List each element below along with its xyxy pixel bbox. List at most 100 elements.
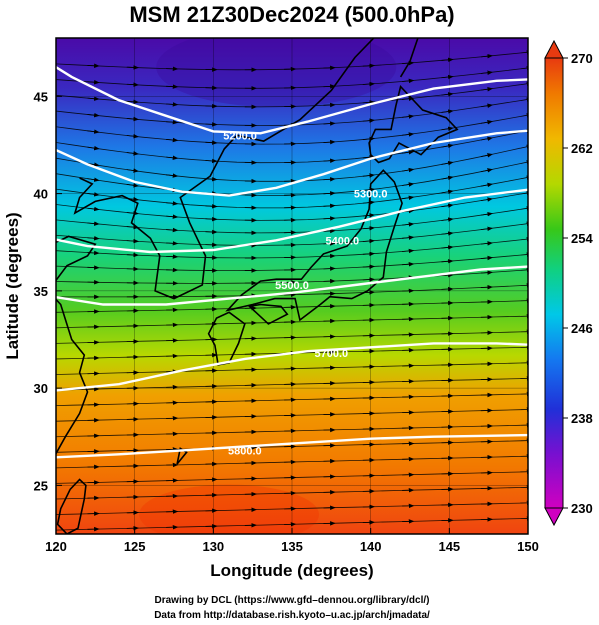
streamline-arrow — [441, 203, 454, 208]
streamline — [56, 193, 521, 221]
footer-credit-dcl: Drawing by DCL (https://www.gfd–dennou.o… — [154, 595, 429, 606]
contour-label: 5300.0 — [354, 189, 388, 201]
colorbar-extend-bottom — [544, 507, 564, 527]
streamline — [56, 331, 521, 344]
contour-label: 5700.0 — [315, 348, 349, 360]
contour-line — [56, 433, 528, 459]
colorbar-tick-label: 254 — [571, 231, 593, 246]
colorbar-extend-top — [544, 39, 564, 59]
streamline-arrow — [441, 160, 454, 166]
streamline — [56, 378, 521, 391]
streamline-arrow — [480, 87, 494, 92]
streamline-arrow — [441, 126, 454, 131]
streamline — [56, 209, 521, 234]
streamline-arrow — [402, 262, 415, 267]
streamline-arrow — [441, 109, 454, 114]
colorbar-ticks: 230 238 246 254 262 270 — [563, 51, 593, 516]
streamline-arrow — [441, 189, 454, 195]
x-axis-ticks: 120 125 130 135 140 145 150 — [45, 528, 539, 554]
streamline-arrow — [441, 231, 454, 236]
streamline — [56, 224, 521, 246]
streamline-arrow — [480, 241, 494, 246]
contours: 5200.0 5300.0 5400.0 5500.0 5700.0 5800.0 — [56, 65, 528, 459]
colorbar-tick-label: 246 — [571, 321, 593, 336]
streamline-arrow — [87, 192, 100, 197]
coastline-taiwan — [56, 478, 87, 534]
contour-label: 5800.0 — [228, 445, 262, 457]
streamline-arrow — [126, 151, 140, 156]
y-axis-label: Latitude (degrees) — [3, 212, 22, 359]
streamline-arrow — [362, 225, 376, 231]
coastline-china-east — [56, 193, 97, 456]
streamline-arrow — [441, 259, 454, 264]
y-axis-ticks: 25 30 35 40 45 — [34, 89, 62, 493]
streamline-arrow — [362, 100, 376, 105]
contour-line — [56, 188, 528, 254]
coastlines — [56, 38, 459, 534]
streamline-arrow — [480, 270, 494, 275]
y-tick-label: 45 — [34, 89, 48, 104]
streamline-arrow — [402, 78, 415, 84]
streamline-arrow — [441, 217, 454, 222]
streamline — [56, 440, 521, 453]
streamline — [56, 409, 521, 422]
streamline-arrow — [362, 238, 376, 244]
streamline-arrow — [362, 251, 376, 257]
streamline-arrow — [126, 82, 140, 87]
streamline-arrow — [323, 191, 336, 196]
x-tick-label: 135 — [281, 539, 303, 554]
streamline-arrow — [480, 53, 494, 59]
coastline-asia-mainland — [73, 38, 375, 300]
streamline-arrow — [480, 255, 494, 261]
streamline — [56, 270, 521, 284]
streamlines — [56, 50, 528, 532]
y-tick-label: 35 — [34, 284, 48, 299]
streamline-arrow — [87, 79, 100, 85]
colorbar: 230 238 246 254 262 270 — [544, 39, 593, 527]
streamline-arrow — [166, 137, 179, 143]
colorbar-tick-label: 230 — [571, 501, 593, 516]
streamline — [56, 147, 521, 182]
streamline-arrow — [126, 183, 140, 188]
streamline-arrow — [441, 272, 454, 278]
streamline-arrow — [362, 63, 376, 69]
streamline-arrow — [441, 57, 454, 63]
contour-line — [56, 65, 528, 135]
coastline-shikoku — [247, 303, 289, 325]
streamline-arrow — [166, 227, 179, 233]
x-tick-label: 120 — [45, 539, 67, 554]
streamline-arrow — [87, 96, 100, 101]
streamline-arrow — [87, 236, 100, 241]
streamline-arrow — [205, 140, 218, 145]
streamline-arrow — [441, 74, 454, 80]
streamline-arrow — [480, 211, 494, 217]
streamline-arrow — [441, 245, 454, 250]
streamline-arrow — [402, 150, 415, 155]
contour-label: 5200.0 — [223, 130, 257, 142]
streamline-arrow — [323, 228, 336, 234]
streamline-arrow — [323, 216, 336, 221]
streamline-arrow — [402, 222, 415, 227]
contour-label: 5500.0 — [275, 280, 309, 292]
streamline — [56, 100, 521, 126]
streamline-arrow — [87, 206, 100, 212]
streamline — [56, 84, 521, 108]
streamline-arrow — [126, 224, 140, 230]
streamline-arrow — [362, 155, 376, 160]
streamline — [56, 502, 521, 515]
streamline-arrow — [480, 103, 494, 108]
streamline — [56, 315, 521, 329]
x-tick-label: 125 — [124, 539, 146, 554]
footer-credit-data: Data from http://database.rish.kyoto–u.a… — [154, 610, 430, 621]
streamline-arrow — [166, 155, 179, 161]
streamline-arrow — [166, 214, 179, 219]
coastline-sakhalin — [399, 38, 419, 78]
coastline-honshu — [225, 169, 403, 322]
chart-title: MSM 21Z30Dec2024 (500.0hPa) — [129, 2, 454, 27]
streamline-arrow — [362, 118, 376, 123]
contour-line — [56, 129, 528, 197]
streamline-arrow — [362, 264, 376, 269]
streamline-arrow — [323, 158, 336, 163]
streamline-arrow — [126, 168, 140, 173]
